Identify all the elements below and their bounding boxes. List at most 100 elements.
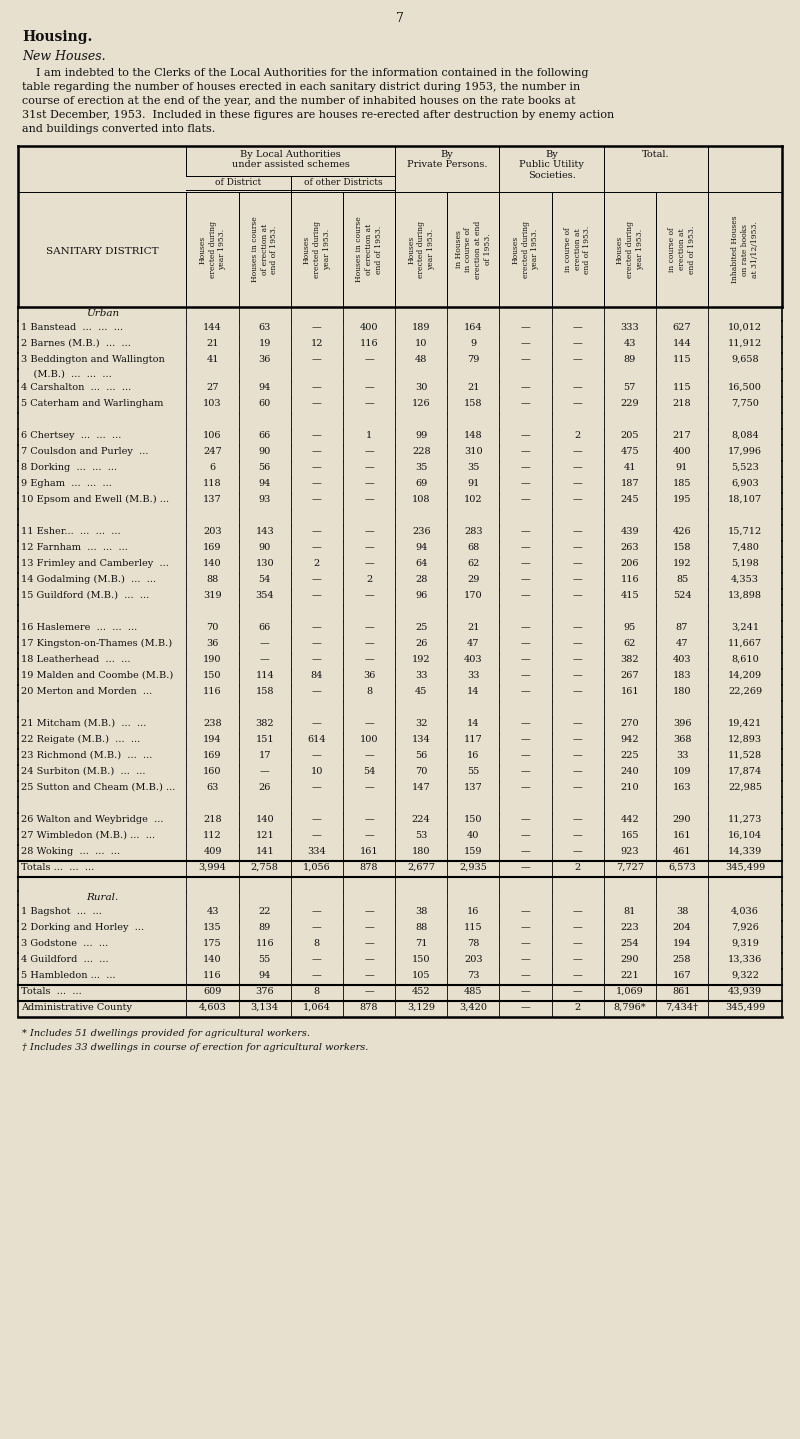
Text: (M.B.)  ...  ...  ...: (M.B.) ... ... ... bbox=[21, 370, 112, 378]
Text: 290: 290 bbox=[673, 814, 691, 825]
Text: 11 Esher...  ...  ...  ...: 11 Esher... ... ... ... bbox=[21, 527, 121, 535]
Text: —: — bbox=[312, 383, 322, 391]
Text: 192: 192 bbox=[673, 558, 691, 568]
Text: 19,421: 19,421 bbox=[728, 720, 762, 728]
Text: —: — bbox=[312, 830, 322, 840]
Text: 91: 91 bbox=[467, 479, 479, 488]
Text: 96: 96 bbox=[415, 591, 427, 600]
Text: —: — bbox=[364, 783, 374, 791]
Text: 12 Farnham  ...  ...  ...: 12 Farnham ... ... ... bbox=[21, 543, 128, 553]
Text: —: — bbox=[364, 830, 374, 840]
Text: 942: 942 bbox=[621, 735, 639, 744]
Text: 7,750: 7,750 bbox=[731, 399, 759, 409]
Text: Houses in course
of erection at
end of 1953.: Houses in course of erection at end of 1… bbox=[355, 217, 383, 282]
Text: —: — bbox=[260, 655, 270, 663]
Text: 2,677: 2,677 bbox=[407, 863, 435, 872]
Text: 290: 290 bbox=[621, 955, 639, 964]
Text: 461: 461 bbox=[673, 848, 691, 856]
Text: 115: 115 bbox=[673, 383, 691, 391]
Text: 283: 283 bbox=[464, 527, 482, 535]
Text: 267: 267 bbox=[621, 671, 639, 681]
Text: in course of
erection at
end of 1953.: in course of erection at end of 1953. bbox=[564, 226, 591, 273]
Text: 68: 68 bbox=[467, 543, 479, 553]
Text: 164: 164 bbox=[464, 322, 482, 332]
Text: 116: 116 bbox=[360, 340, 378, 348]
Text: 12,893: 12,893 bbox=[728, 735, 762, 744]
Text: Houses
erected during
year 1953.: Houses erected during year 1953. bbox=[407, 222, 435, 278]
Text: 33: 33 bbox=[676, 751, 688, 760]
Text: 203: 203 bbox=[203, 527, 222, 535]
Text: 254: 254 bbox=[621, 940, 639, 948]
Text: 180: 180 bbox=[412, 848, 430, 856]
Text: 100: 100 bbox=[360, 735, 378, 744]
Text: 16: 16 bbox=[467, 907, 479, 917]
Text: 91: 91 bbox=[676, 463, 688, 472]
Text: 167: 167 bbox=[673, 971, 691, 980]
Text: 116: 116 bbox=[621, 576, 639, 584]
Text: 144: 144 bbox=[203, 322, 222, 332]
Text: 62: 62 bbox=[624, 639, 636, 648]
Text: 609: 609 bbox=[203, 987, 222, 996]
Text: —: — bbox=[312, 448, 322, 456]
Text: 439: 439 bbox=[621, 527, 639, 535]
Text: 2: 2 bbox=[574, 863, 581, 872]
Text: —: — bbox=[312, 543, 322, 553]
Text: 4 Guildford  ...  ...: 4 Guildford ... ... bbox=[21, 955, 109, 964]
Text: 14: 14 bbox=[467, 686, 480, 696]
Text: 150: 150 bbox=[464, 814, 482, 825]
Text: —: — bbox=[312, 527, 322, 535]
Text: —: — bbox=[312, 639, 322, 648]
Text: 17: 17 bbox=[258, 751, 271, 760]
Text: 11,912: 11,912 bbox=[728, 340, 762, 348]
Text: 13 Frimley and Camberley  ...: 13 Frimley and Camberley ... bbox=[21, 558, 169, 568]
Text: 30: 30 bbox=[415, 383, 427, 391]
Text: 54: 54 bbox=[258, 576, 271, 584]
Text: —: — bbox=[521, 448, 530, 456]
Text: 6,903: 6,903 bbox=[731, 479, 759, 488]
Text: 165: 165 bbox=[621, 830, 639, 840]
Text: 88: 88 bbox=[415, 922, 427, 932]
Text: in course of
erection at
end of 1953.: in course of erection at end of 1953. bbox=[668, 226, 696, 273]
Text: 14: 14 bbox=[467, 720, 480, 728]
Text: 94: 94 bbox=[258, 383, 271, 391]
Text: —: — bbox=[521, 686, 530, 696]
Text: —: — bbox=[364, 955, 374, 964]
Text: 31st December, 1953.  Included in these figures are houses re-erected after dest: 31st December, 1953. Included in these f… bbox=[22, 109, 614, 119]
Text: —: — bbox=[573, 322, 582, 332]
Text: 426: 426 bbox=[673, 527, 691, 535]
Text: 16,500: 16,500 bbox=[728, 383, 762, 391]
Text: 56: 56 bbox=[258, 463, 271, 472]
Text: —: — bbox=[364, 814, 374, 825]
Text: —: — bbox=[521, 720, 530, 728]
Text: 415: 415 bbox=[621, 591, 639, 600]
Text: 89: 89 bbox=[258, 922, 271, 932]
Text: —: — bbox=[364, 399, 374, 409]
Text: 6,573: 6,573 bbox=[668, 863, 696, 872]
Text: —: — bbox=[521, 767, 530, 776]
Text: 2,758: 2,758 bbox=[250, 863, 278, 872]
Text: 185: 185 bbox=[673, 479, 691, 488]
Text: 140: 140 bbox=[203, 955, 222, 964]
Text: —: — bbox=[573, 686, 582, 696]
Text: * Includes 51 dwellings provided for agricultural workers.: * Includes 51 dwellings provided for agr… bbox=[22, 1029, 310, 1038]
Text: 56: 56 bbox=[415, 751, 427, 760]
Text: 354: 354 bbox=[255, 591, 274, 600]
Text: —: — bbox=[521, 623, 530, 632]
Text: 158: 158 bbox=[464, 399, 482, 409]
Text: 151: 151 bbox=[255, 735, 274, 744]
Text: 150: 150 bbox=[203, 671, 222, 681]
Text: 79: 79 bbox=[467, 355, 479, 364]
Text: 88: 88 bbox=[206, 576, 218, 584]
Text: Inhabited Houses
on rate books
at 31/12/1953.: Inhabited Houses on rate books at 31/12/… bbox=[731, 216, 759, 283]
Text: —: — bbox=[521, 576, 530, 584]
Text: 35: 35 bbox=[415, 463, 427, 472]
Text: 18,107: 18,107 bbox=[728, 495, 762, 504]
Text: 41: 41 bbox=[206, 355, 218, 364]
Text: 24 Surbiton (M.B.)  ...  ...: 24 Surbiton (M.B.) ... ... bbox=[21, 767, 146, 776]
Text: —: — bbox=[260, 639, 270, 648]
Text: 22,985: 22,985 bbox=[728, 783, 762, 791]
Text: 66: 66 bbox=[258, 623, 271, 632]
Text: 14,339: 14,339 bbox=[728, 848, 762, 856]
Text: 43,939: 43,939 bbox=[728, 987, 762, 996]
Text: —: — bbox=[364, 751, 374, 760]
